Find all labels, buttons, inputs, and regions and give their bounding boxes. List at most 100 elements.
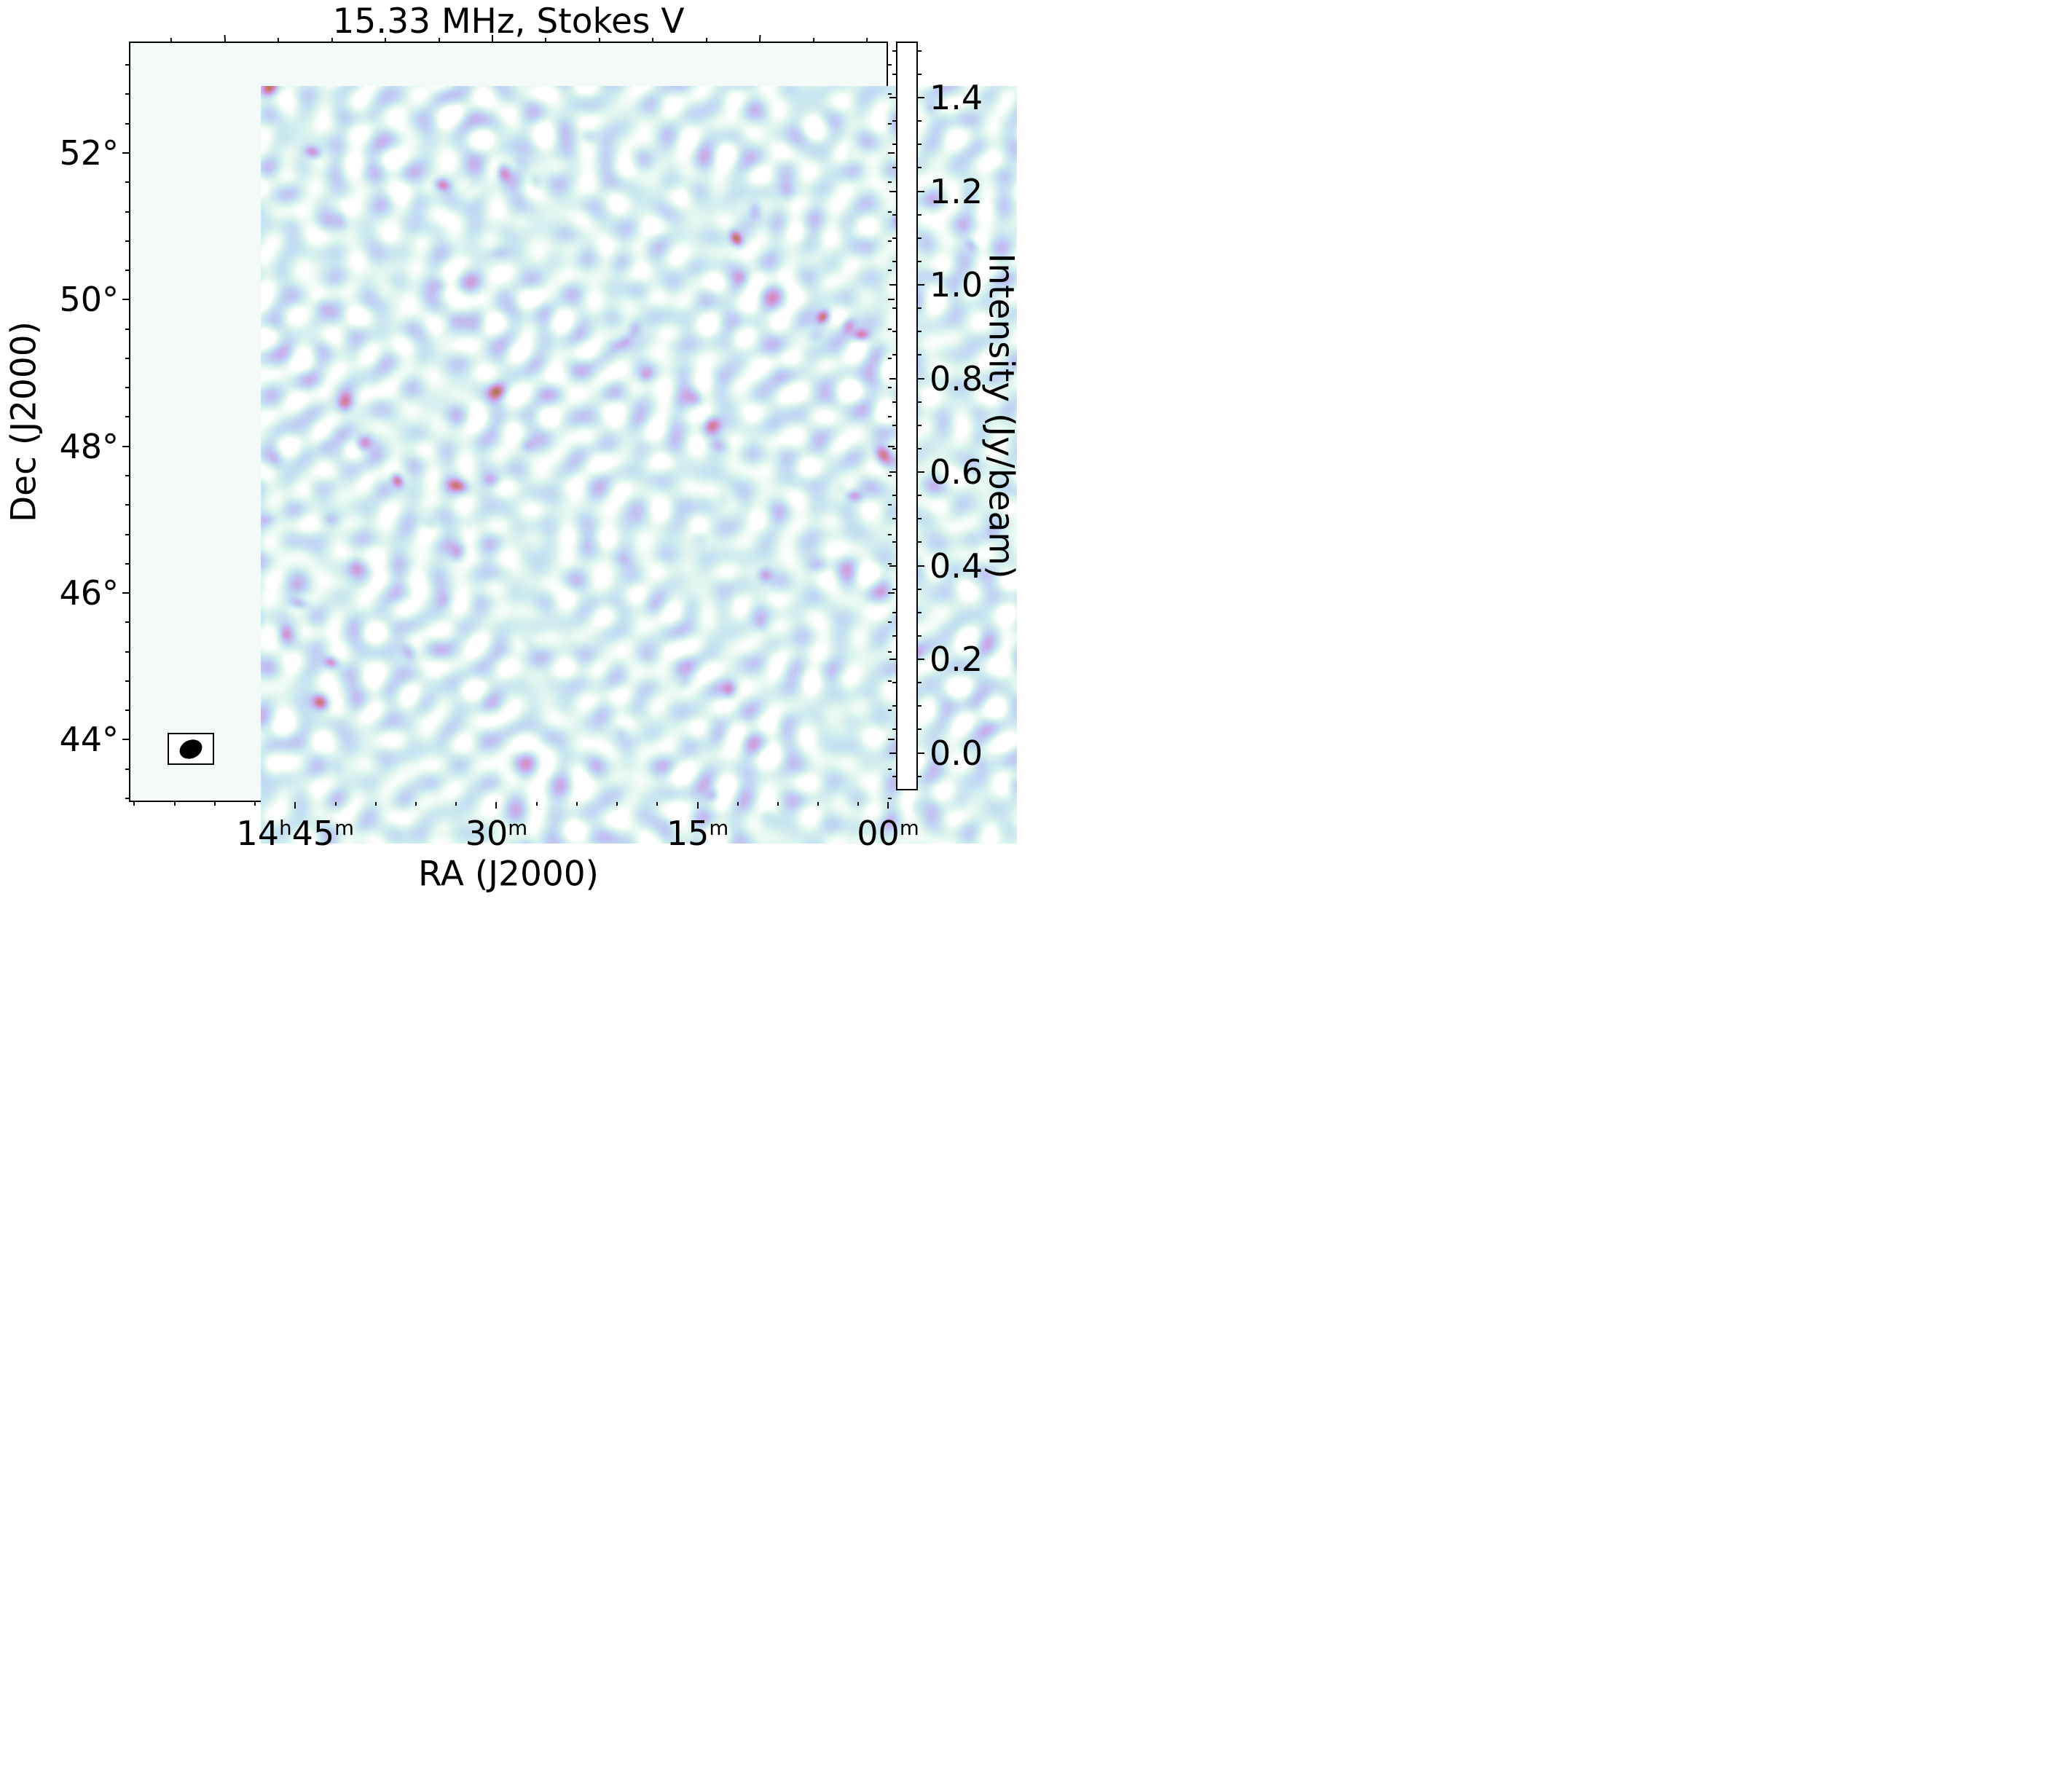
x-axis-label: RA (J2000) <box>418 854 599 895</box>
cbar-minor-tick-left <box>892 588 896 590</box>
dec-minor-tick-right <box>888 710 892 712</box>
dec-minor-tick-right <box>888 474 892 476</box>
y-tick-label: 46° <box>59 573 119 613</box>
x-tick-label: 14h45m <box>193 815 397 857</box>
ra-minor-tick <box>777 802 779 806</box>
cbar-minor-tick <box>918 682 922 684</box>
dec-minor-tick-right <box>888 651 892 653</box>
dec-minor-tick-right <box>888 211 892 213</box>
ra-unit-superscript: m <box>709 816 729 841</box>
ra-minor-tick <box>133 802 135 806</box>
dec-major-tick <box>122 739 129 741</box>
colorbar-tick-label: 0.4 <box>930 546 983 586</box>
dec-minor-tick-right <box>888 533 892 535</box>
cbar-major-tick <box>918 190 924 192</box>
ra-tick-text: 30 <box>465 814 508 853</box>
radio-map-figure: 15.33 MHz, Stokes V RA (J2000) Dec (J200… <box>0 0 1027 896</box>
cbar-minor-tick <box>918 775 922 777</box>
cbar-minor-tick-left <box>892 424 896 426</box>
plot-title: 15.33 MHz, Stokes V <box>332 1 685 42</box>
dec-major-tick-right <box>888 152 895 154</box>
dec-minor-tick-right <box>888 768 892 770</box>
ra-minor-tick-top <box>598 37 600 42</box>
dec-minor-tick-right <box>888 387 892 389</box>
dec-minor-tick <box>125 504 129 506</box>
ra-major-tick <box>294 802 296 809</box>
ra-minor-tick-top <box>438 37 440 42</box>
dec-minor-tick <box>125 797 129 799</box>
ra-minor-tick <box>254 802 256 806</box>
cbar-major-tick <box>918 284 924 286</box>
ra-tick-text: 00 <box>857 814 900 853</box>
cbar-minor-tick <box>918 401 922 403</box>
cbar-major-tick-left <box>889 565 896 567</box>
ra-minor-tick <box>656 802 659 806</box>
ra-minor-tick <box>616 802 618 806</box>
ra-minor-tick <box>414 802 417 806</box>
x-tick-label: 30m <box>394 815 598 857</box>
dec-minor-tick <box>125 416 129 418</box>
dec-minor-tick <box>125 240 129 242</box>
colorbar-tick-label: 0.0 <box>930 733 983 773</box>
dec-major-tick <box>122 445 129 447</box>
cbar-minor-tick <box>918 728 922 731</box>
cbar-major-tick-left <box>889 752 896 754</box>
cbar-minor-tick <box>918 495 922 497</box>
x-tick-label: 15m <box>596 815 800 857</box>
cbar-major-tick <box>918 659 924 661</box>
ra-minor-tick <box>374 802 377 806</box>
cbar-minor-tick <box>918 447 922 449</box>
ra-minor-tick <box>817 802 820 806</box>
ra-minor-tick-top <box>331 37 333 42</box>
dec-minor-tick <box>125 122 129 125</box>
cbar-minor-tick-left <box>892 50 896 52</box>
cbar-major-tick-left <box>889 659 896 661</box>
dec-major-tick-right <box>888 739 895 741</box>
cbar-minor-tick-left <box>892 634 896 637</box>
ra-tick-text: 45 <box>291 814 335 853</box>
ra-minor-tick <box>575 802 578 806</box>
dec-minor-tick-right <box>888 680 892 682</box>
cbar-minor-tick-left <box>892 775 896 777</box>
cbar-minor-tick <box>918 307 922 310</box>
dec-minor-tick <box>125 211 129 213</box>
cbar-minor-tick-left <box>892 705 896 707</box>
cbar-minor-tick-left <box>892 401 896 403</box>
ra-major-tick-top <box>224 34 226 42</box>
dec-minor-tick-right <box>888 270 892 272</box>
dec-minor-tick <box>125 680 129 682</box>
dec-major-tick <box>122 152 129 154</box>
ra-tick-text: 15 <box>666 814 710 853</box>
dec-minor-tick <box>125 651 129 653</box>
y-axis-label: Dec (J2000) <box>4 321 44 523</box>
cbar-minor-tick-left <box>892 728 896 731</box>
x-tick-label: 00m <box>786 815 990 857</box>
colorbar-tick-label: 0.8 <box>930 358 983 398</box>
cbar-major-tick-left <box>889 471 896 473</box>
cbar-major-tick <box>918 471 924 473</box>
cbar-minor-tick <box>918 634 922 637</box>
dec-minor-tick-right <box>888 328 892 330</box>
cbar-minor-tick <box>918 260 922 262</box>
colorbar-tick-label: 1.0 <box>930 265 983 305</box>
cbar-minor-tick-left <box>892 213 896 216</box>
cbar-minor-tick-left <box>892 120 896 122</box>
cbar-minor-tick <box>918 541 922 543</box>
cbar-minor-tick <box>918 50 922 52</box>
ra-minor-tick <box>535 802 538 806</box>
cbar-minor-tick <box>918 331 922 333</box>
dec-minor-tick <box>125 64 129 66</box>
dec-minor-tick <box>125 357 129 359</box>
dec-minor-tick <box>125 562 129 565</box>
cbar-major-tick <box>918 752 924 754</box>
cbar-minor-tick <box>918 588 922 590</box>
cbar-major-tick <box>918 565 924 567</box>
colorbar <box>896 42 918 790</box>
dec-minor-tick-right <box>888 357 892 359</box>
dec-major-tick-right <box>888 592 895 594</box>
y-tick-label: 52° <box>59 133 119 173</box>
ra-unit-superscript: h <box>279 816 292 841</box>
cbar-minor-tick <box>918 213 922 216</box>
cbar-minor-tick-left <box>892 260 896 262</box>
ra-minor-tick-top <box>277 37 280 42</box>
